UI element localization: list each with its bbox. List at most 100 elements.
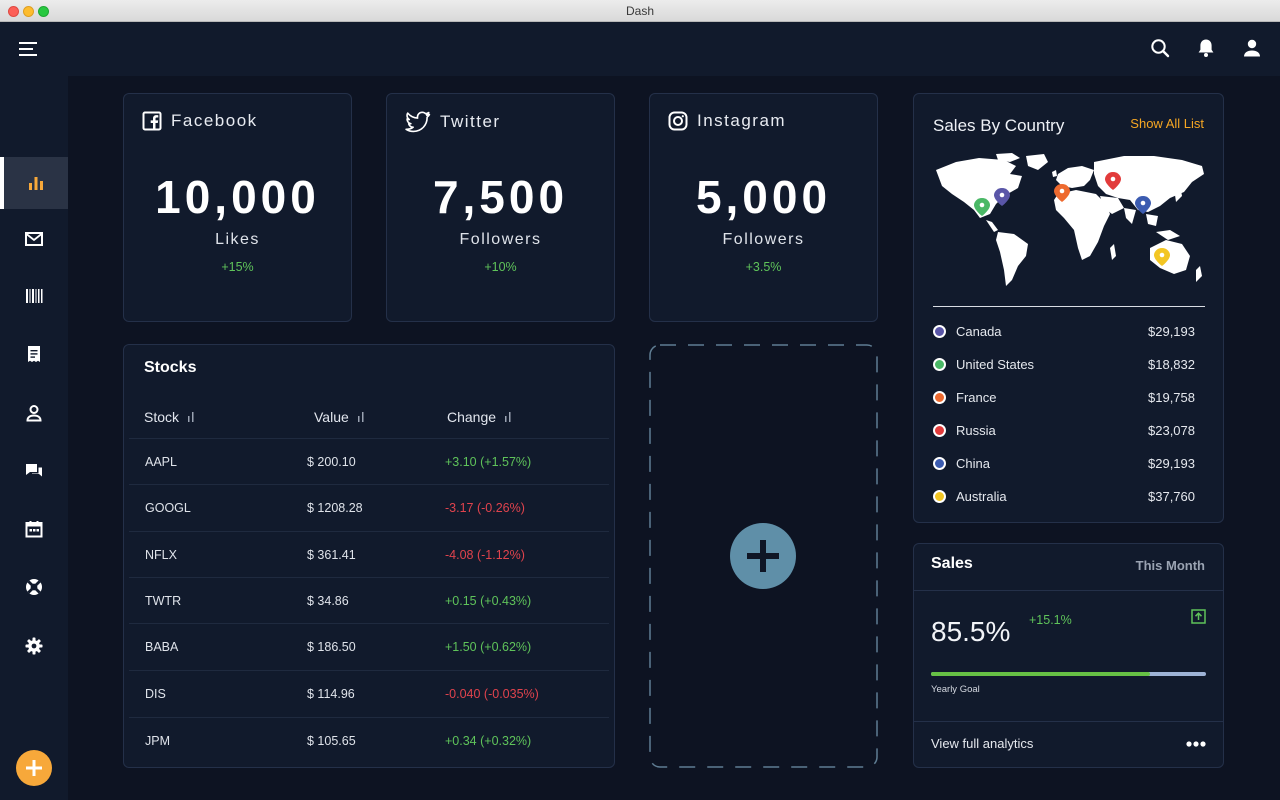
country-color-dot <box>933 324 946 338</box>
stock-change: -4.08 (-1.12%) <box>445 548 525 562</box>
stock-change: +3.10 (+1.57%) <box>445 455 532 469</box>
country-name: China <box>956 455 990 471</box>
country-row[interactable]: United States $18,832 <box>933 354 1195 374</box>
country-color-dot <box>933 357 946 371</box>
stock-symbol: GOOGL <box>145 501 191 515</box>
twitter-change: +10% <box>484 260 517 274</box>
more-options-icon[interactable] <box>1186 741 1206 747</box>
yearly-goal-progress <box>931 672 1206 676</box>
country-row[interactable]: Russia $23,078 <box>933 420 1195 440</box>
sidebar-item-analytics[interactable] <box>0 157 68 209</box>
country-color-dot <box>933 489 946 503</box>
stock-change: +0.34 (+0.32%) <box>445 734 532 748</box>
country-name: France <box>956 389 997 405</box>
stock-change: +0.15 (+0.43%) <box>445 594 532 608</box>
window-maximize-button[interactable] <box>38 6 49 17</box>
stock-value: $ 114.96 <box>307 687 355 701</box>
table-row[interactable]: DIS $ 114.96 -0.040 (-0.035%) <box>129 670 609 716</box>
search-icon[interactable] <box>1149 37 1171 59</box>
sidebar-item-messages[interactable] <box>0 445 68 497</box>
twitter-followers-label: Followers <box>459 231 542 248</box>
column-header-change[interactable]: Change <box>447 409 512 425</box>
country-row[interactable]: Australia $37,760 <box>933 486 1195 506</box>
add-button[interactable] <box>16 750 52 786</box>
table-row[interactable]: NFLX $ 361.41 -4.08 (-1.12%) <box>129 531 609 577</box>
canada-map-pin[interactable] <box>994 188 1010 206</box>
sort-icon <box>357 412 364 422</box>
person-icon <box>26 405 42 422</box>
sales-card: Sales This Month 85.5% +15.1% Yearly Goa… <box>913 543 1224 768</box>
stock-symbol: NFLX <box>145 548 177 562</box>
window-minimize-button[interactable] <box>23 6 34 17</box>
country-value: $37,760 <box>1148 488 1195 504</box>
world-map <box>936 153 1204 286</box>
sidebar-item-calendar[interactable] <box>0 503 68 555</box>
sort-icon <box>188 412 194 422</box>
column-header-label: Value <box>314 409 349 425</box>
sales-by-country-title: Sales By Country <box>933 116 1065 135</box>
add-widget-placeholder[interactable] <box>649 344 878 768</box>
view-full-analytics-link[interactable]: View full analytics <box>931 736 1034 751</box>
country-value: $19,758 <box>1148 389 1195 405</box>
sidebar-item-mail[interactable] <box>0 213 68 265</box>
instagram-followers-label: Followers <box>722 231 805 248</box>
sidebar-item-profile[interactable] <box>0 387 68 439</box>
sales-percent-value: 85.5% <box>931 616 1011 647</box>
top-bar <box>0 22 1280 76</box>
china-map-pin[interactable] <box>1135 196 1151 214</box>
france-map-pin[interactable] <box>1054 184 1070 202</box>
bell-icon[interactable] <box>1195 37 1217 59</box>
window-title: Dash <box>625 4 654 18</box>
table-row[interactable]: AAPL $ 200.10 +3.10 (+1.57%) <box>129 438 609 484</box>
yearly-goal-progress-fill <box>931 672 1150 676</box>
country-value: $29,193 <box>1148 323 1195 339</box>
country-color-dot <box>933 390 946 404</box>
table-row[interactable]: BABA $ 186.50 +1.50 (+0.62%) <box>129 623 609 669</box>
facebook-card: Facebook 10,000 Likes +15% <box>123 93 352 322</box>
sidebar-item-support[interactable] <box>0 561 68 613</box>
dashed-border <box>649 344 878 768</box>
column-header-stock[interactable]: Stock <box>144 409 195 425</box>
table-row[interactable]: JPM $ 105.65 +0.34 (+0.32%) <box>129 717 609 763</box>
stocks-title: Stocks <box>144 359 197 376</box>
sales-period-selector[interactable]: This Month <box>1135 558 1205 573</box>
user-icon[interactable] <box>1241 37 1263 59</box>
sales-by-country-card: Sales By Country Show All List <box>913 93 1224 523</box>
country-color-dot <box>933 423 946 437</box>
window-close-button[interactable] <box>8 6 19 17</box>
sidebar-item-inventory[interactable] <box>0 270 68 322</box>
sidebar-item-settings[interactable] <box>0 620 68 672</box>
stock-value: $ 186.50 <box>307 640 356 654</box>
united-states-map-pin[interactable] <box>974 198 990 216</box>
menu-icon[interactable] <box>18 39 38 59</box>
add-widget-button[interactable] <box>730 523 796 589</box>
facebook-card-header: Facebook <box>142 111 258 131</box>
column-header-label: Change <box>447 409 497 425</box>
stock-value: $ 1208.28 <box>307 501 363 515</box>
table-row[interactable]: TWTR $ 34.86 +0.15 (+0.43%) <box>129 577 609 623</box>
sort-icon <box>505 412 511 422</box>
export-icon[interactable] <box>1191 609 1206 624</box>
show-all-list-link[interactable]: Show All List <box>1130 116 1204 131</box>
table-row[interactable]: GOOGL $ 1208.28 -3.17 (-0.26%) <box>129 484 609 530</box>
country-row[interactable]: Canada $29,193 <box>933 321 1195 341</box>
chat-icon <box>26 464 42 477</box>
sidebar-item-invoices[interactable] <box>0 328 68 380</box>
map-divider <box>933 306 1205 307</box>
stock-value: $ 200.10 <box>307 455 356 469</box>
window-titlebar: Dash <box>0 0 1280 22</box>
instagram-change: +3.5% <box>745 260 782 274</box>
bar-chart-icon <box>29 177 43 190</box>
country-row[interactable]: France $19,758 <box>933 387 1195 407</box>
column-header-value[interactable]: Value <box>314 409 365 425</box>
yearly-goal-label: Yearly Goal <box>931 684 980 695</box>
facebook-likes-value: 10,000 <box>155 171 320 223</box>
russia-map-pin[interactable] <box>1105 172 1121 190</box>
country-row[interactable]: China $29,193 <box>933 453 1195 473</box>
australia-map-pin[interactable] <box>1154 248 1170 266</box>
stocks-card: Stocks Stock Value Change AAPL $ 200.10 … <box>123 344 615 768</box>
facebook-likes-label: Likes <box>215 231 260 248</box>
country-value: $18,832 <box>1148 356 1195 372</box>
facebook-change: +15% <box>221 260 254 274</box>
sales-change: +15.1% <box>1029 613 1072 627</box>
